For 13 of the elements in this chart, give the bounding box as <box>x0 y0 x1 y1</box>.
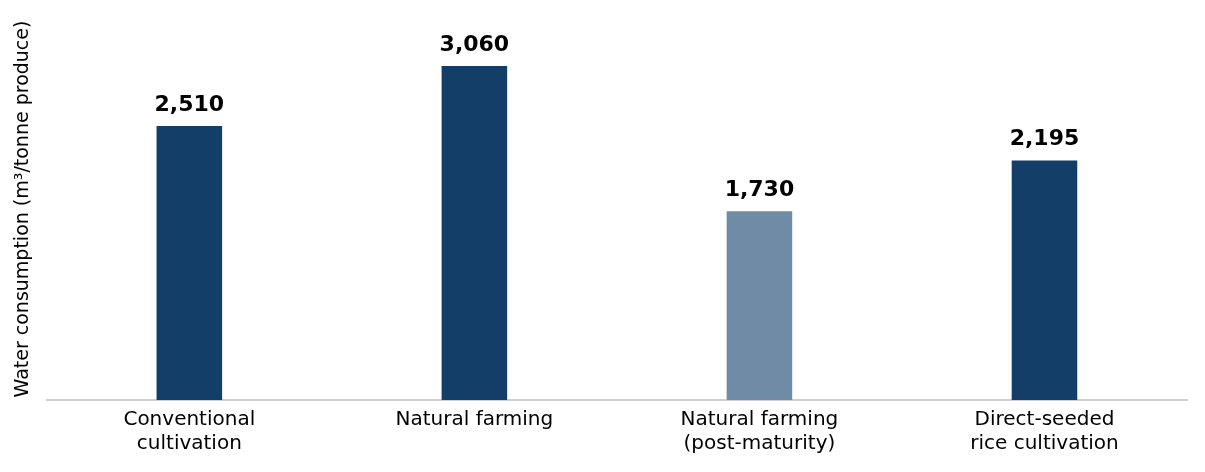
x-tick-label: Conventional cultivation <box>123 406 256 455</box>
bar <box>441 66 508 400</box>
data-label: 2,195 <box>1009 125 1080 151</box>
data-label: 3,060 <box>439 30 510 56</box>
bar <box>1011 160 1078 400</box>
data-label: 2,510 <box>154 90 225 116</box>
data-label: 1,730 <box>724 175 795 201</box>
x-tick-label: Natural farming (post-maturity) <box>680 406 839 455</box>
bar <box>726 211 793 400</box>
bar <box>156 126 223 400</box>
x-tick-label: Direct-seeded rice cultivation <box>970 406 1119 455</box>
x-tick-label: Natural farming <box>395 406 554 431</box>
y-axis-title: Water consumption (m³/tonne produce) <box>10 20 33 398</box>
